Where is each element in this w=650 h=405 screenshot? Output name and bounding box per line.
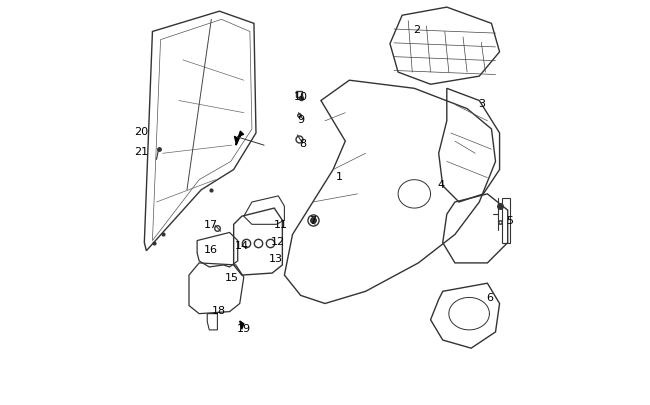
Text: 7: 7 [309, 216, 317, 226]
Text: 19: 19 [237, 323, 251, 333]
Text: 18: 18 [211, 305, 226, 315]
Text: 21: 21 [135, 147, 149, 157]
Text: 15: 15 [225, 273, 239, 282]
Text: 9: 9 [297, 115, 304, 124]
Text: 2: 2 [413, 26, 420, 35]
Text: 4: 4 [437, 179, 444, 189]
Polygon shape [235, 137, 239, 145]
Text: 6: 6 [486, 293, 493, 303]
Text: 1: 1 [335, 171, 343, 181]
Text: 5: 5 [506, 216, 514, 226]
Text: 14: 14 [235, 240, 249, 250]
Text: 3: 3 [478, 98, 485, 108]
Text: 20: 20 [135, 127, 149, 136]
Text: 10: 10 [294, 92, 307, 102]
Text: 17: 17 [203, 220, 218, 230]
Text: 8: 8 [299, 139, 306, 149]
Text: 11: 11 [274, 220, 287, 230]
Text: 13: 13 [269, 254, 283, 263]
Polygon shape [236, 134, 242, 146]
Text: 12: 12 [271, 236, 285, 246]
Polygon shape [240, 321, 244, 329]
Text: 16: 16 [204, 244, 218, 254]
